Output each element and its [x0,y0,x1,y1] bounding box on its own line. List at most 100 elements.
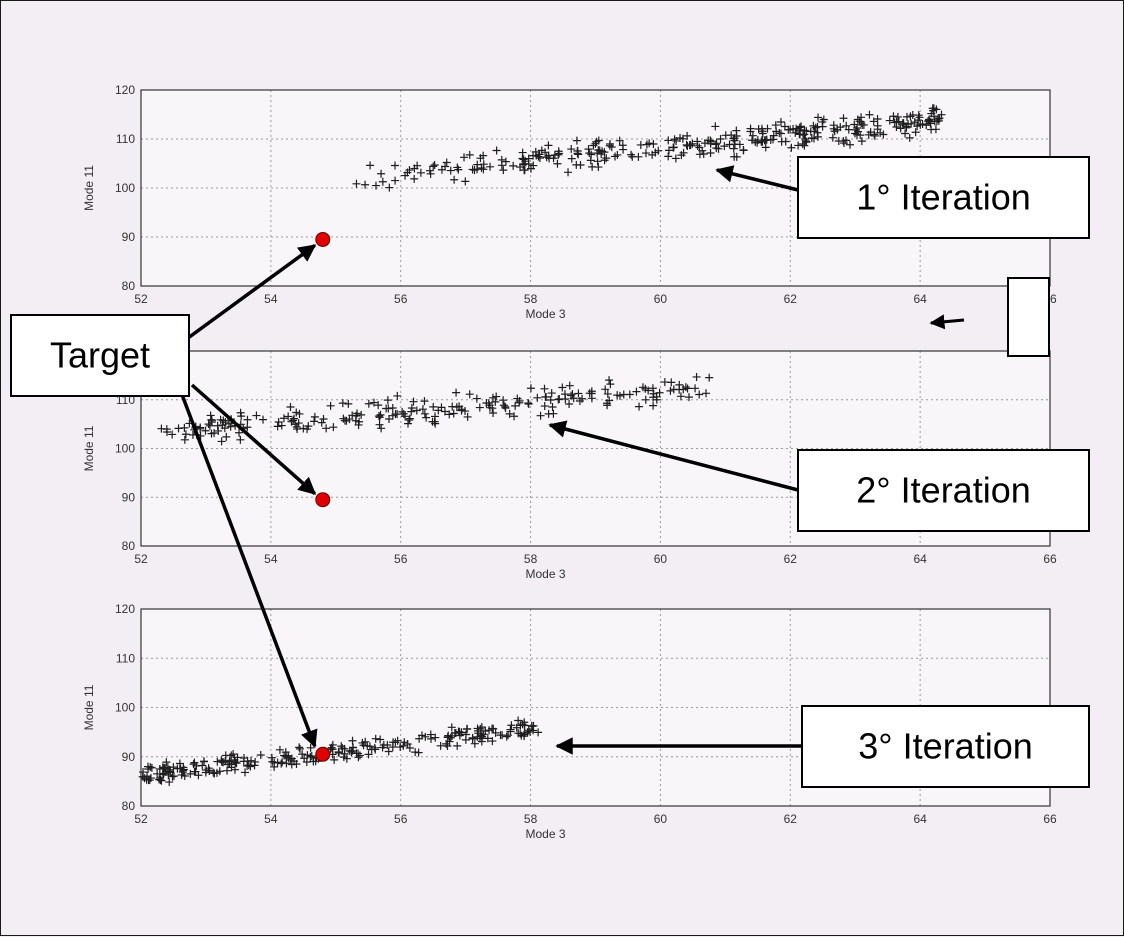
data-point [603,389,612,398]
data-point [376,735,385,744]
data-point [364,750,373,759]
data-point [484,399,493,408]
data-point [207,418,216,427]
data-point [243,423,252,432]
data-point [358,738,367,747]
data-point [473,732,482,741]
data-point [243,762,252,771]
data-point [615,136,624,145]
y-tick-label: 120 [115,83,135,97]
data-point [412,406,421,415]
data-point [298,750,307,759]
data-point [361,180,370,189]
data-point [584,145,593,154]
data-point [565,381,574,390]
y-tick-label: 90 [122,230,136,244]
data-point [695,150,704,159]
data-point [307,751,316,760]
y-axis-title: Mode 11 [82,425,96,471]
iteration1-callout: 1° Iteration [797,156,1090,239]
data-point [676,392,685,401]
data-point [146,774,155,783]
data-point [720,142,729,151]
data-point [896,124,905,133]
data-point [711,122,720,131]
data-point [669,385,678,394]
data-point [418,405,427,414]
y-tick-label: 100 [115,181,135,195]
data-point [819,115,828,124]
data-point [429,402,438,411]
data-point [476,724,485,733]
data-point [180,772,189,781]
data-point [374,412,383,421]
data-point [865,110,874,119]
data-point [243,415,252,424]
data-point [488,737,497,746]
data-point [348,736,357,745]
data-point [179,765,188,774]
data-point [491,397,500,406]
data-point [598,147,607,156]
data-point [536,411,545,420]
data-point [714,144,723,153]
data-point [857,137,866,146]
data-point [194,771,203,780]
y-axis-title: Mode 11 [82,684,96,730]
data-point [499,166,508,175]
data-point [511,401,520,410]
x-axis-title: Mode 3 [525,827,565,841]
callout-label: 2° Iteration [856,470,1031,511]
callout-label: 3° Iteration [858,726,1033,767]
y-tick-label: 110 [116,132,135,146]
data-point [611,152,620,161]
data-point [259,415,268,424]
y-tick-label: 90 [122,750,136,764]
data-point [351,416,360,425]
data-point [352,179,361,188]
data-point [669,143,678,152]
target-point [315,231,331,247]
data-point [846,140,855,149]
data-point [440,407,449,416]
data-point [384,415,393,424]
data-point [683,131,692,140]
data-point [567,391,576,400]
x-tick-label: 62 [784,552,798,566]
data-point [675,380,684,389]
data-point [672,136,681,145]
data-point [526,727,535,736]
data-point [780,122,789,131]
data-point [414,748,423,757]
data-point [375,420,384,429]
data-point [702,389,711,398]
data-point [890,118,899,127]
data-point [641,149,650,158]
data-point [828,133,837,142]
data-point [527,722,536,731]
data-point [251,757,260,766]
data-point [558,383,567,392]
data-point [533,393,542,402]
x-axis-title: Mode 3 [525,307,565,321]
data-point [378,177,387,186]
data-point [449,409,458,418]
data-point [273,422,282,431]
x-tick-label: 60 [654,292,668,306]
data-point [548,402,557,411]
data-point [158,770,167,779]
data-point [405,414,414,423]
callout-box [797,156,1090,239]
data-point [807,134,816,143]
data-point [176,764,185,773]
data-point [587,150,596,159]
data-point [526,164,535,173]
data-point [425,166,434,175]
data-point [564,168,573,177]
data-point [677,151,686,160]
data-point [256,751,265,760]
y-tick-label: 80 [122,279,136,293]
data-point [529,151,538,160]
